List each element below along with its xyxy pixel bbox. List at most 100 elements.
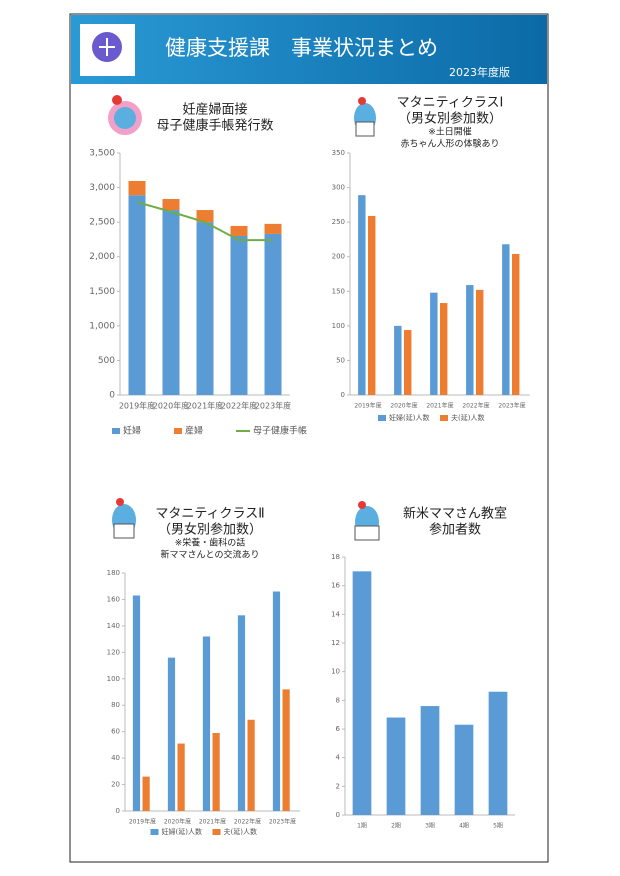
x-tick-label: 4期 (459, 822, 469, 830)
chart-subtitle: 参加者数 (429, 522, 481, 538)
legend-swatch (112, 428, 120, 434)
y-tick-label: 140 (107, 622, 120, 630)
y-tick-label: 40 (111, 754, 120, 762)
y-tick-label: 2,000 (89, 252, 115, 262)
chart-title: マタニティクラスⅠ (397, 96, 504, 111)
bar (264, 223, 282, 234)
bar (162, 198, 180, 211)
bar (272, 591, 281, 811)
bar (196, 210, 214, 223)
page-frame (69, 13, 549, 863)
chart-title: 妊産婦面接 (182, 102, 247, 118)
y-tick-label: 100 (107, 675, 120, 683)
chart-subtitle: （男女別参加数） (158, 522, 262, 538)
x-tick-label: 2022年度 (221, 401, 257, 411)
logo-cross (99, 38, 115, 56)
x-tick-label: 2019年度 (129, 818, 156, 826)
y-tick-label: 120 (107, 648, 120, 656)
y-tick-label: 3,500 (89, 149, 115, 159)
x-tick-label: 2021年度 (199, 818, 226, 826)
x-tick-label: 3期 (425, 822, 435, 830)
bar (352, 571, 372, 815)
bar (440, 303, 448, 395)
bar (202, 636, 211, 811)
y-tick-label: 3,000 (89, 183, 115, 193)
y-tick-label: 6 (336, 725, 341, 733)
bar (430, 292, 438, 395)
legend-label: 妊婦(延)人数 (389, 413, 429, 422)
y-tick-label: 18 (331, 553, 340, 561)
bar (162, 210, 180, 395)
bar (386, 717, 406, 815)
x-tick-label: 2期 (391, 822, 401, 830)
y-tick-label: 4 (336, 754, 341, 762)
y-tick-label: 50 (336, 356, 345, 364)
bar (394, 325, 402, 395)
legend-label: 夫(延)人数 (451, 413, 484, 422)
mascot-1 (108, 95, 142, 135)
bar (488, 691, 508, 815)
bar (128, 195, 146, 395)
y-tick-label: 8 (336, 696, 340, 704)
bar (358, 195, 366, 395)
legend-swatch (212, 829, 221, 835)
bar (282, 689, 290, 811)
mascot-4 (354, 501, 380, 541)
x-tick-label: 2021年度 (426, 402, 453, 410)
y-tick-label: 0 (116, 807, 120, 815)
x-tick-label: 2020年度 (153, 401, 189, 411)
mascot-3 (112, 498, 136, 539)
y-tick-label: 80 (111, 701, 120, 709)
y-tick-label: 150 (332, 287, 345, 295)
y-tick-label: 2,500 (89, 218, 115, 228)
bar (212, 732, 220, 811)
bar (177, 743, 185, 811)
y-tick-label: 16 (331, 582, 340, 590)
header-title: 健康支援課 事業状況まとめ (165, 36, 438, 60)
chart-note: 赤ちゃん人形の体験あり (400, 138, 499, 150)
y-tick-label: 0 (336, 811, 340, 819)
chart-title: マタニティクラスⅡ (155, 507, 264, 522)
bar (420, 706, 440, 815)
bar (247, 719, 255, 811)
y-tick-label: 160 (107, 595, 120, 603)
bar (128, 181, 146, 196)
y-tick-label: 300 (332, 184, 345, 192)
header-subtitle: 2023年度版 (449, 65, 510, 79)
y-tick-label: 1,500 (89, 287, 115, 297)
bar (132, 595, 141, 811)
y-tick-label: 500 (98, 356, 115, 366)
legend-swatch (378, 415, 386, 421)
x-tick-label: 2019年度 (354, 402, 381, 410)
x-tick-label: 2023年度 (255, 401, 291, 411)
y-tick-label: 20 (111, 781, 120, 789)
chart-note: ※栄養・歯科の話 (175, 537, 246, 549)
chart-title: 新米ママさん教室 (403, 506, 507, 522)
bar (230, 235, 248, 395)
x-tick-label: 2019年度 (119, 401, 155, 411)
bar (167, 657, 176, 811)
y-tick-label: 10 (331, 668, 340, 676)
y-tick-label: 0 (109, 391, 115, 401)
y-tick-label: 14 (331, 610, 340, 618)
bar (404, 330, 412, 395)
y-tick-label: 250 (332, 218, 345, 226)
x-tick-label: 5期 (493, 822, 503, 830)
bar (512, 253, 520, 395)
x-tick-label: 1期 (357, 822, 367, 830)
chart-note: 新ママさんとの交流あり (161, 549, 260, 561)
legend-label: 母子健康手帳 (253, 425, 307, 437)
legend-label: 妊婦 (123, 425, 141, 437)
y-tick-label: 200 (332, 253, 345, 261)
y-tick-label: 180 (107, 569, 120, 577)
bar (142, 776, 150, 811)
legend-swatch (150, 829, 159, 835)
y-tick-label: 350 (332, 149, 345, 157)
x-tick-label: 2022年度 (234, 818, 261, 826)
legend-label: 産婦 (185, 425, 203, 437)
bar (466, 285, 474, 395)
mascot-2 (354, 97, 376, 137)
x-tick-label: 2020年度 (164, 818, 191, 826)
